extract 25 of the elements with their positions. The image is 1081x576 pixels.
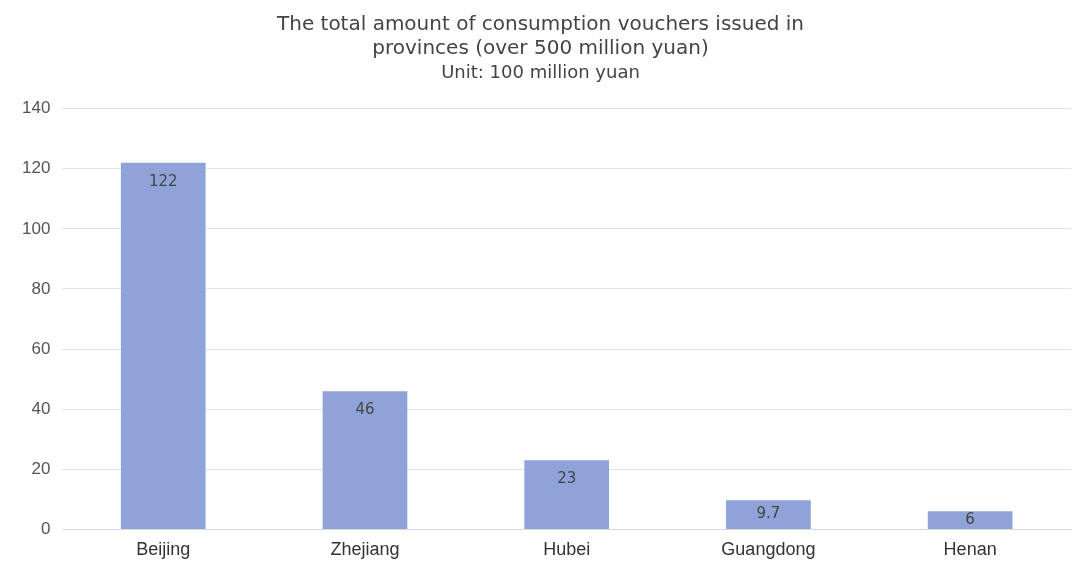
y-tick-label: 40 [31,398,51,418]
y-tick-label: 120 [21,158,51,178]
data-label: 23 [557,469,577,488]
data-label: 122 [148,171,178,190]
x-tick-label: Hubei [543,539,591,560]
x-tick-label: Zhejiang [330,539,400,560]
bar [120,162,206,529]
y-tick-label: 60 [31,338,51,358]
y-tick-label: 100 [21,218,51,238]
bar [726,500,811,529]
bar [322,391,408,529]
bar [927,511,1013,529]
y-tick-label: 140 [21,98,51,118]
chart-subtitle: Unit: 100 million yuan [441,61,640,83]
x-tick-label: Guangdong [721,539,816,560]
x-tick-label: Beijing [136,539,191,560]
bar [524,460,610,529]
data-label: 46 [355,400,375,419]
y-tick-label: 80 [31,278,51,298]
chart-title: The total amount of consumption vouchers issued in provinces (over 500 million yuan) [275,11,805,60]
y-tick-label: 0 [40,519,51,539]
x-tick-label: Henan [943,539,997,560]
data-label: 9.7 [756,504,781,523]
data-label: 6 [965,510,975,529]
y-tick-label: 20 [31,458,51,478]
